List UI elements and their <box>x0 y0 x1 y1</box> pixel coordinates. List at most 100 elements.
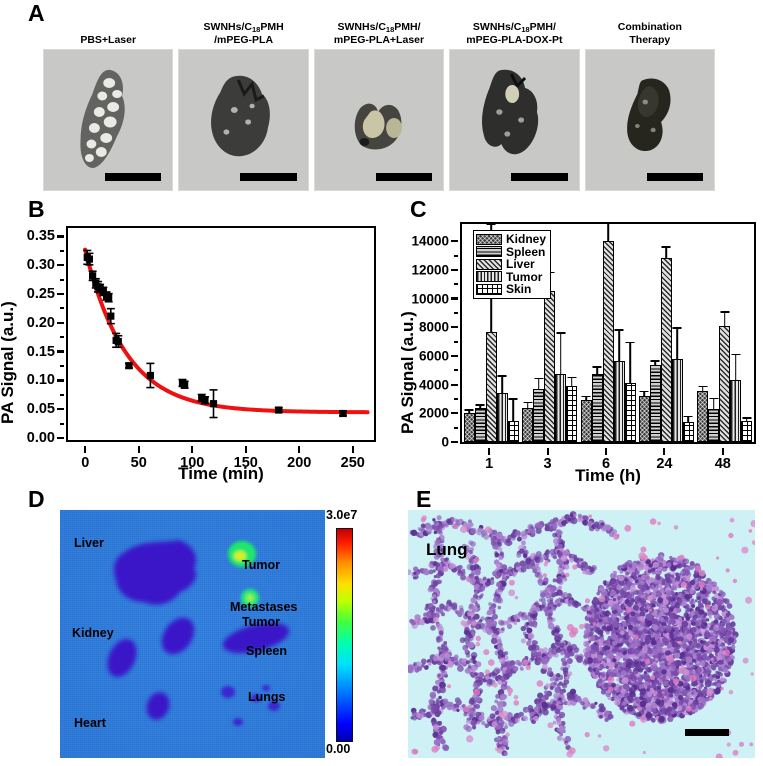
tissue-cell <box>689 579 696 586</box>
tissue-cell <box>433 530 437 535</box>
tissue-cell <box>582 697 589 703</box>
tissue-cell <box>623 637 627 640</box>
tissue-cell <box>436 721 442 726</box>
tissue-cell <box>729 517 735 523</box>
tissue-cell <box>675 572 679 577</box>
tissue-cell <box>548 525 554 531</box>
panel-c-y-tick-mark <box>451 412 458 415</box>
tissue-cell <box>506 623 513 630</box>
tissue-cell <box>628 638 633 644</box>
tissue-cell <box>416 666 422 672</box>
tissue-cell <box>448 701 454 707</box>
panel-c-x-tick-mark <box>546 448 549 455</box>
tissue-cell <box>699 679 704 684</box>
tissue-cell <box>590 629 594 632</box>
panel-c-error-bar <box>618 330 620 361</box>
tissue-cell <box>685 616 690 621</box>
tissue-cell <box>569 557 574 563</box>
tissue-cell <box>504 651 509 656</box>
tissue-cell <box>639 674 643 678</box>
tissue-cell <box>549 586 555 592</box>
panel-c-y-tick-mark <box>451 383 458 386</box>
panel-c-bar <box>602 222 614 442</box>
panel-c-bar <box>533 377 545 442</box>
tissue-cell <box>437 674 441 678</box>
tissue-cell <box>715 670 719 674</box>
tissue-cell <box>607 646 611 650</box>
tissue-cell <box>710 682 715 686</box>
tissue-cell <box>466 735 474 743</box>
panel-c-bar-group <box>579 222 637 442</box>
tissue-cell <box>658 715 665 723</box>
tissue-cell <box>625 593 632 600</box>
tissue-cell <box>552 578 557 583</box>
tissue-cell <box>433 739 441 746</box>
panel-c-error-cap <box>523 401 533 404</box>
tissue-cell <box>692 638 698 643</box>
tissue-cell <box>607 676 615 683</box>
tissue-cell <box>502 738 509 746</box>
tissue-cell <box>728 614 735 621</box>
tissue-cell <box>490 705 497 712</box>
tissue-cell <box>680 581 688 589</box>
tissue-cell <box>494 644 498 649</box>
tissue-cell <box>513 695 519 700</box>
tissue-cell <box>520 638 526 644</box>
tissue-cell <box>463 637 467 642</box>
tissue-cell <box>504 722 508 726</box>
tissue-cell <box>431 745 439 753</box>
tissue-cell <box>460 620 467 626</box>
tissue-cell <box>584 623 592 630</box>
tissue-cell <box>697 618 702 623</box>
tissue-cell <box>618 575 624 582</box>
panel-b-data-point <box>124 362 133 370</box>
tissue-cell <box>489 713 496 719</box>
panel-b-y-minor-tick <box>60 278 64 281</box>
tissue-cell <box>603 745 610 752</box>
tissue-cell <box>663 607 669 613</box>
panel-c-error-cap <box>672 327 682 329</box>
tissue-cell <box>674 691 679 697</box>
tissue-cell <box>504 569 508 573</box>
tissue-cell <box>468 573 474 579</box>
tissue-cell <box>555 647 562 653</box>
tissue-cell <box>739 741 744 747</box>
tissue-cell <box>614 699 621 706</box>
tissue-cell <box>657 682 662 687</box>
tissue-cell <box>499 741 503 745</box>
tissue-cell <box>650 674 656 681</box>
tissue-cell <box>638 630 644 636</box>
tissue-cell <box>494 552 500 558</box>
panel-c-error-cap <box>720 311 730 313</box>
tissue-cell <box>686 633 693 640</box>
tissue-cell <box>704 645 709 650</box>
tissue-cell <box>468 641 475 649</box>
tissue-cell <box>627 704 634 712</box>
tissue-cell <box>442 646 449 653</box>
tissue-cell <box>681 660 687 665</box>
panel-c-bar <box>730 353 742 442</box>
tissue-cell <box>466 577 471 582</box>
tissue-cell <box>440 664 447 671</box>
tissue-cell <box>619 630 625 635</box>
tissue-cell <box>443 557 448 562</box>
scale-bar-1 <box>104 173 162 181</box>
tissue-cell <box>474 672 478 677</box>
tissue-cell <box>549 597 554 602</box>
tissue-cell <box>640 580 645 586</box>
tissue-cell <box>520 626 526 632</box>
panel-c-legend-swatch <box>476 283 502 295</box>
tissue-cell <box>435 608 440 613</box>
tissue-cell <box>562 698 567 702</box>
panel-c-error-cap <box>698 385 708 388</box>
tissue-cell <box>677 694 684 700</box>
organ-label: Liver <box>74 536 104 550</box>
tissue-cell <box>554 628 560 634</box>
tumor-shape-icon <box>80 69 125 168</box>
tissue-cell <box>720 686 724 691</box>
panel-c-bar <box>624 341 636 442</box>
tissue-cell <box>612 597 617 602</box>
panel-c-y-minor-tick <box>454 340 458 343</box>
tissue-cell <box>420 517 426 523</box>
panel-c-bar <box>660 246 672 442</box>
